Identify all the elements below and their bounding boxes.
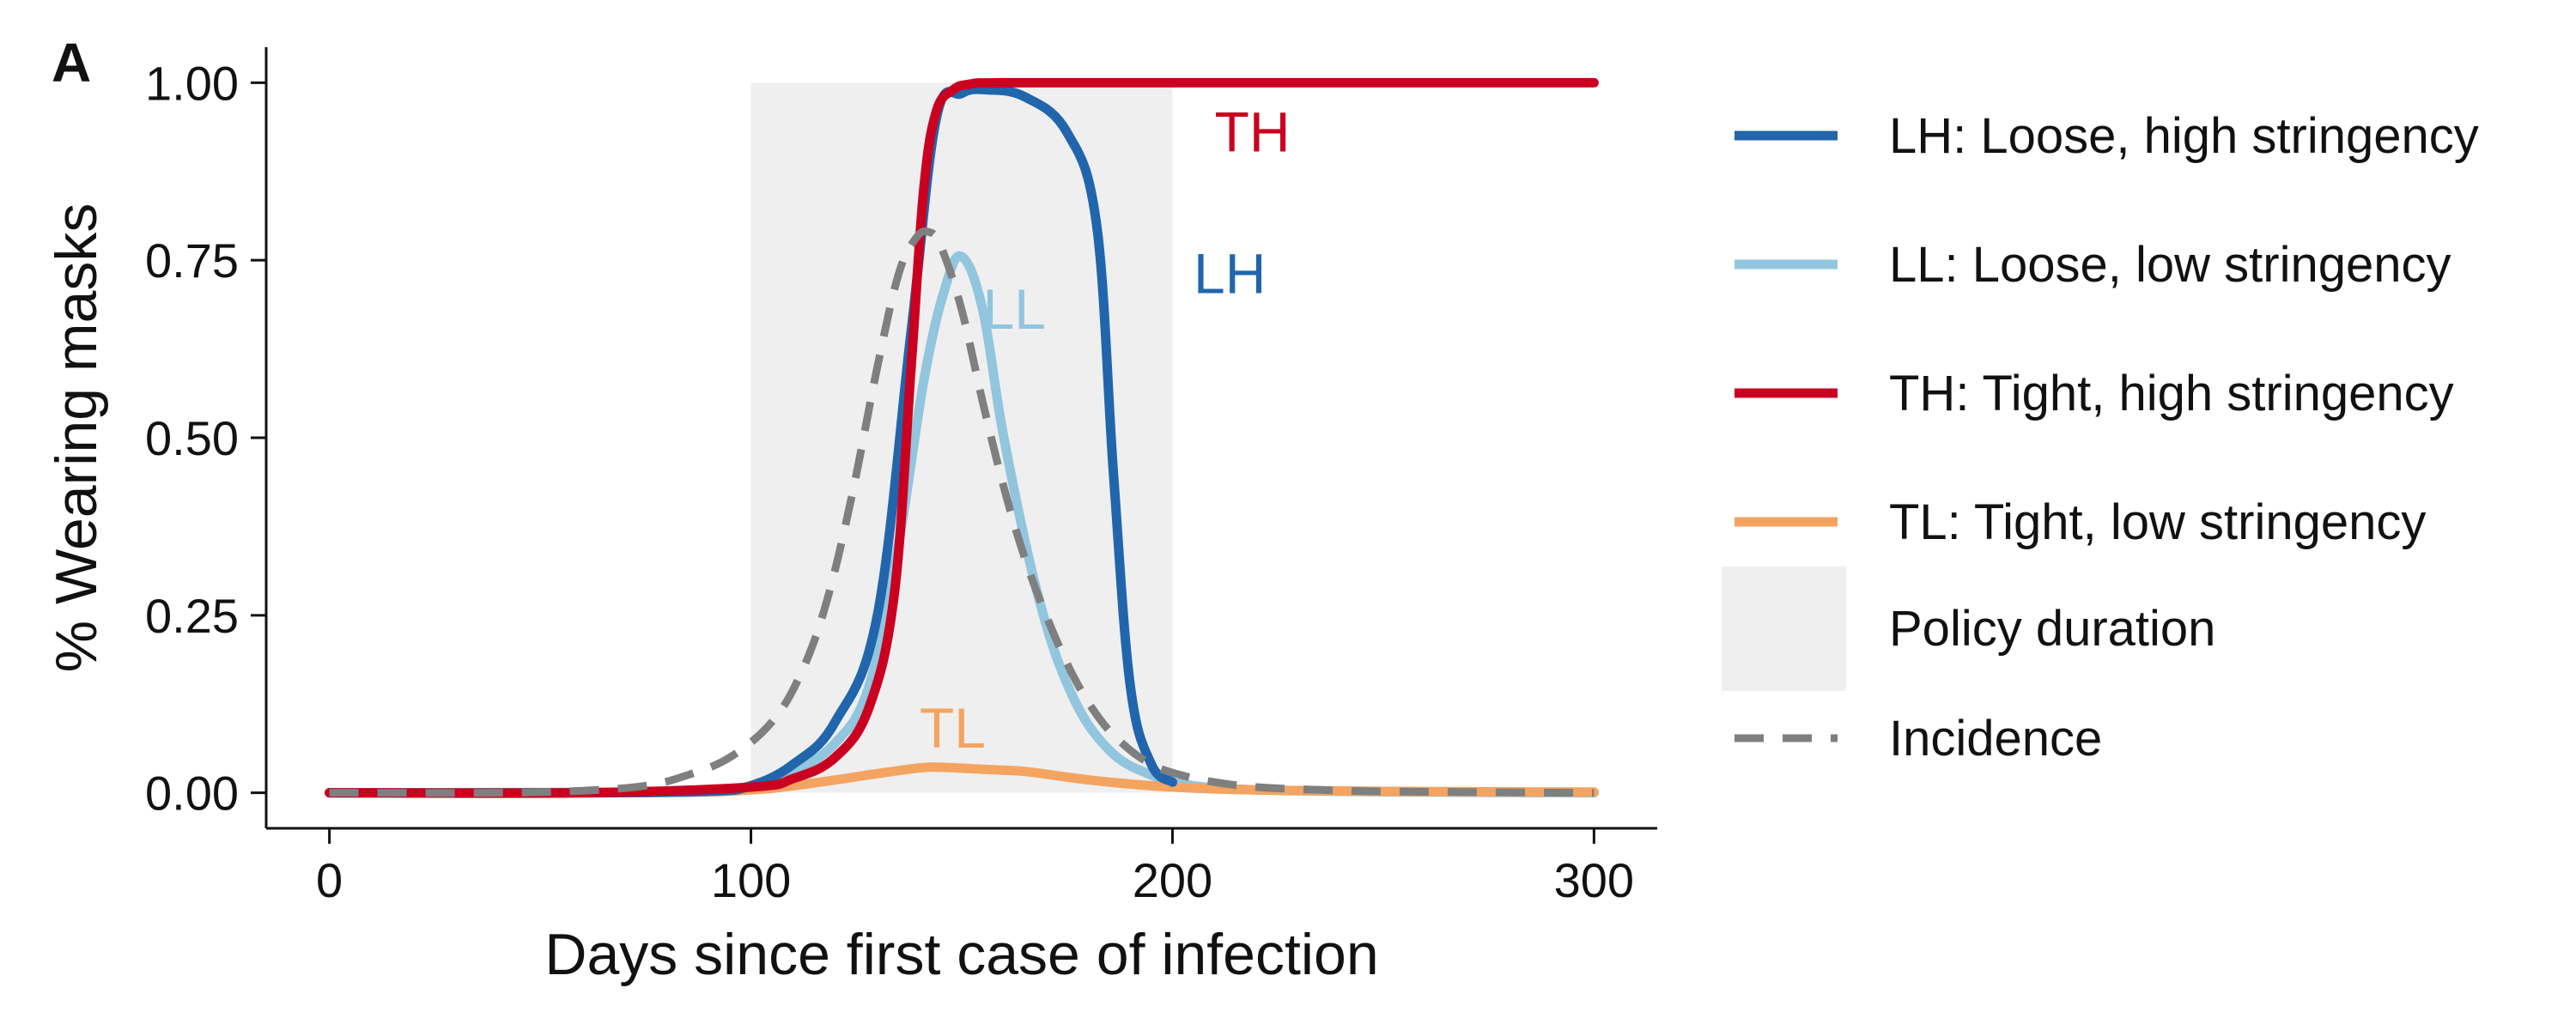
policy-duration-rect <box>750 82 1173 793</box>
curve-annotations: LH LL TH TL <box>920 100 1291 760</box>
legend-label: Policy duration <box>1889 601 2215 657</box>
annotation-th: TH <box>1215 100 1291 163</box>
annotation-lh: LH <box>1194 242 1266 306</box>
series-line-th <box>325 77 1599 798</box>
annotation-ll: LL <box>983 277 1046 341</box>
x-axis-label: Days since first case of infection <box>544 922 1378 987</box>
series-lines <box>325 77 1599 798</box>
y-tick-label: 0.25 <box>145 589 239 643</box>
x-axis-ticks: 0 100 200 300 <box>316 828 1634 907</box>
y-axis-label: % Wearing masks <box>44 203 109 673</box>
y-tick-label: 1.00 <box>145 56 239 110</box>
x-tick-label: 200 <box>1133 853 1212 907</box>
legend-item-th: TH: Tight, high stringency <box>1735 366 2454 421</box>
annotation-tl: TL <box>920 696 986 760</box>
legend-item-ll: LL: Loose, low stringency <box>1735 237 2451 293</box>
panel-label: A <box>52 32 91 94</box>
legend-label: TL: Tight, low stringency <box>1889 494 2426 550</box>
y-axis-ticks: 0.00 0.25 0.50 0.75 1.00 <box>145 56 266 821</box>
y-tick-label: 0.75 <box>145 233 239 288</box>
policy-duration-region <box>750 82 1173 793</box>
legend-item-policy: Policy duration <box>1722 566 2215 691</box>
legend-label: LH: Loose, high stringency <box>1889 108 2479 164</box>
y-tick-label: 0.00 <box>145 766 239 821</box>
x-tick-label: 0 <box>316 853 343 907</box>
y-tick-label: 0.50 <box>145 411 239 465</box>
x-tick-label: 300 <box>1554 853 1634 907</box>
legend-label: Incidence <box>1889 711 2102 766</box>
legend-label: TH: Tight, high stringency <box>1889 366 2454 421</box>
legend-swatch <box>1722 566 1846 691</box>
legend-item-tl: TL: Tight, low stringency <box>1735 494 2426 550</box>
legend-label: LL: Loose, low stringency <box>1889 237 2451 293</box>
series-line-incidence <box>329 227 1595 797</box>
legend: LH: Loose, high stringency LL: Loose, low… <box>1722 108 2479 766</box>
x-tick-label: 100 <box>711 853 791 907</box>
legend-item-incidence: Incidence <box>1735 711 2102 766</box>
axes: 0 100 200 300 0.00 0.25 0.50 0.75 1.00 <box>145 47 1657 907</box>
legend-item-lh: LH: Loose, high stringency <box>1735 108 2479 164</box>
